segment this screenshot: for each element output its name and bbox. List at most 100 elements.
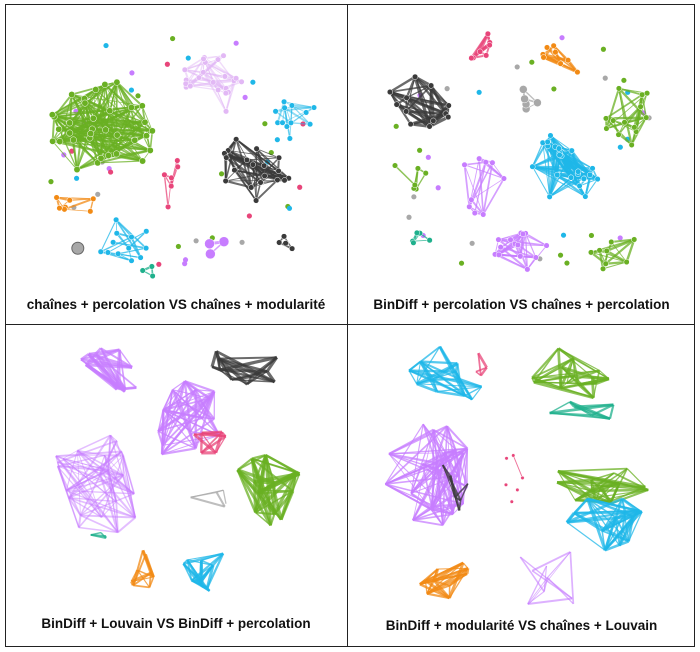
edge [441, 464, 462, 501]
edge [543, 577, 549, 592]
edge [121, 451, 135, 494]
caption-2: BinDiff + percolation VS chaînes + perco… [373, 297, 670, 312]
edge [420, 361, 466, 397]
edge [77, 434, 111, 452]
cluster-green-right [602, 85, 651, 148]
isolated-node [425, 154, 431, 160]
node [61, 206, 68, 213]
node [102, 126, 110, 134]
node [115, 250, 122, 257]
node [514, 241, 521, 248]
edge [477, 352, 488, 369]
node [87, 208, 94, 215]
node [281, 98, 288, 105]
edge [412, 519, 443, 527]
node [555, 145, 562, 152]
edge [237, 468, 275, 485]
node [137, 254, 144, 261]
edge [68, 497, 82, 516]
node [187, 83, 194, 90]
edge [470, 33, 489, 59]
edge [574, 374, 610, 381]
edge [97, 160, 143, 164]
isolated-node [95, 191, 101, 197]
edge [141, 549, 153, 574]
edge [172, 389, 210, 399]
node [511, 453, 516, 458]
edge [282, 107, 315, 124]
edge [103, 455, 136, 518]
node [128, 257, 135, 264]
cluster-lightviolet [181, 52, 245, 115]
network-graph-2 [386, 30, 652, 273]
node [507, 236, 514, 243]
edge [591, 414, 611, 421]
node [403, 108, 410, 115]
isolated-node [274, 137, 280, 143]
edge [100, 532, 107, 539]
edge [459, 483, 469, 501]
edge [217, 357, 249, 386]
edge [444, 452, 454, 515]
node [386, 88, 394, 96]
node [56, 205, 63, 212]
cluster-orange [130, 549, 155, 589]
edge [162, 434, 220, 446]
edge [236, 469, 257, 513]
edge [84, 81, 118, 104]
node [143, 132, 150, 140]
isolated-node [557, 252, 564, 258]
cluster-darkgray [221, 136, 292, 204]
edge [116, 121, 146, 136]
edge [68, 466, 102, 499]
node [594, 176, 601, 183]
edge [420, 360, 458, 365]
edge [200, 435, 227, 454]
isolated-node [514, 64, 520, 70]
edge [384, 423, 424, 485]
node [543, 242, 550, 249]
edge [68, 497, 136, 519]
edge [527, 577, 548, 605]
cluster-violet-top [80, 347, 137, 393]
edge [290, 122, 311, 125]
edge [557, 471, 576, 501]
edge [255, 179, 279, 202]
node [101, 81, 109, 88]
cluster-orange [53, 194, 97, 215]
edge [80, 514, 136, 519]
node [92, 86, 100, 94]
cluster-violet-pair [204, 236, 230, 260]
node [174, 163, 181, 170]
edge [557, 470, 611, 505]
cluster-pink [193, 430, 227, 455]
node [289, 245, 296, 252]
edge [190, 85, 219, 91]
node [161, 171, 168, 178]
node [141, 118, 149, 126]
node [303, 109, 310, 116]
edge [512, 455, 523, 479]
edge [478, 158, 485, 215]
node [430, 117, 437, 124]
node [149, 272, 156, 280]
edge [412, 503, 464, 521]
node [249, 161, 256, 168]
edge [609, 482, 621, 505]
node [81, 99, 89, 107]
node [547, 132, 554, 139]
edge [122, 474, 137, 518]
cluster-cyan-top [408, 345, 483, 401]
isolated-node [69, 148, 75, 154]
node [231, 167, 238, 174]
cluster-pink [468, 30, 493, 62]
edge [130, 580, 135, 586]
node [532, 254, 539, 261]
node [148, 127, 156, 135]
edge [436, 447, 468, 463]
edge [54, 107, 132, 118]
edge [214, 350, 220, 360]
edge [566, 497, 623, 524]
node [248, 184, 255, 191]
node [533, 98, 542, 107]
